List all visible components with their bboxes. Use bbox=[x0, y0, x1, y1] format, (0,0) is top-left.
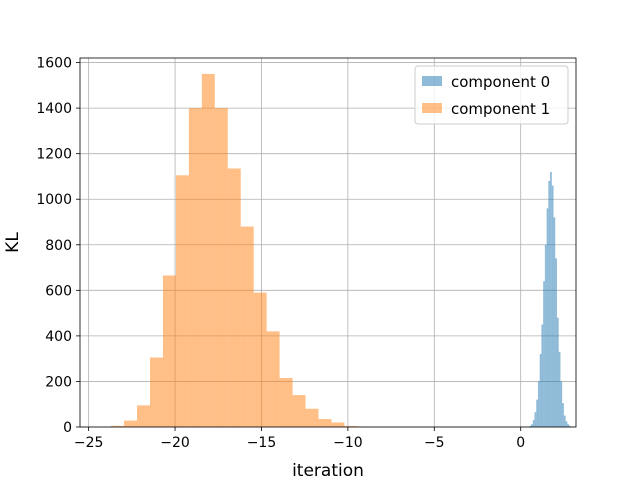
histogram-bar-series-0 bbox=[560, 381, 563, 427]
y-axis-label: KL bbox=[3, 232, 23, 253]
histogram-bar-series-1 bbox=[331, 422, 345, 427]
histogram-bar-series-0 bbox=[562, 403, 564, 427]
histogram-bar-series-0 bbox=[529, 425, 532, 427]
histogram-bar-series-0 bbox=[531, 424, 533, 427]
y-tick-label: 400 bbox=[45, 329, 72, 345]
histogram-bar-series-1 bbox=[214, 108, 228, 427]
histogram-bar-series-1 bbox=[227, 168, 241, 427]
axes bbox=[76, 57, 577, 431]
legend: component 0 component 1 bbox=[414, 65, 569, 125]
histogram-bar-series-0 bbox=[543, 281, 545, 427]
histogram-bar-series-0 bbox=[551, 185, 554, 427]
histogram-bar-series-0 bbox=[537, 381, 540, 427]
histogram-bar-series-0 bbox=[555, 258, 557, 427]
y-tick-label: 1200 bbox=[36, 147, 72, 163]
histogram-bar-series-0 bbox=[565, 421, 568, 427]
histogram-bar-series-0 bbox=[563, 415, 566, 427]
legend-swatch bbox=[422, 76, 442, 86]
histogram-bar-series-0 bbox=[553, 217, 556, 427]
y-tick-label: 600 bbox=[45, 283, 72, 299]
x-tick-label: −10 bbox=[333, 435, 363, 451]
x-axis-label: iteration bbox=[292, 461, 364, 480]
histogram-bar-series-0 bbox=[541, 324, 544, 427]
histogram-bar-series-1 bbox=[124, 420, 138, 427]
histogram-bar-series-0 bbox=[567, 424, 570, 427]
x-tick-label: −20 bbox=[160, 435, 190, 451]
legend-swatch bbox=[422, 103, 442, 113]
tick-labels: −25 −20 −15 −10 −5 0 0 200 400 600 800 1000 1200 1400… bbox=[36, 56, 525, 451]
histogram-bar-series-1 bbox=[201, 73, 215, 427]
x-tick-label: −15 bbox=[247, 435, 277, 451]
y-tick-label: 800 bbox=[45, 238, 72, 254]
histogram-bar-series-0 bbox=[558, 351, 561, 427]
histogram-bar-series-1 bbox=[188, 108, 202, 427]
histogram-bar-series-0 bbox=[556, 317, 559, 427]
histogram-bar-series-1 bbox=[266, 331, 280, 427]
histogram-bar-series-0 bbox=[539, 354, 542, 427]
histogram-bar-series-1 bbox=[149, 357, 163, 427]
histogram-bar-series-0 bbox=[548, 181, 551, 427]
histogram-bar-series-0 bbox=[550, 171, 552, 427]
histogram-bar-series-1 bbox=[111, 425, 125, 427]
y-tick-label: 200 bbox=[45, 374, 72, 390]
histogram-bar-series-1 bbox=[240, 226, 254, 427]
x-tick-label: 0 bbox=[516, 435, 525, 451]
histogram-bar-series-1 bbox=[175, 175, 189, 427]
y-tick-label: 1400 bbox=[36, 101, 72, 117]
histogram-bar-series-0 bbox=[534, 412, 537, 427]
histogram-bar-series-1 bbox=[344, 426, 358, 427]
histogram-bar-series-0 bbox=[536, 399, 538, 427]
histogram-bar-series-1 bbox=[253, 292, 267, 427]
histogram-bar-series-0 bbox=[544, 244, 547, 427]
histogram-bar-series-1 bbox=[162, 275, 176, 427]
histogram-bar-series-1 bbox=[292, 395, 306, 427]
y-tick-label: 0 bbox=[63, 420, 72, 436]
histogram-bar-series-1 bbox=[305, 408, 319, 427]
histogram-bar-series-0 bbox=[569, 425, 571, 427]
y-tick-label: 1600 bbox=[36, 56, 72, 72]
histogram-bar-series-1 bbox=[137, 405, 150, 427]
histogram-bar-series-1 bbox=[279, 378, 293, 427]
legend-label: component 1 bbox=[451, 100, 550, 118]
y-tick-label: 1000 bbox=[36, 192, 72, 208]
histogram-bar-series-1 bbox=[318, 419, 332, 427]
legend-box bbox=[414, 65, 569, 125]
histogram-bars bbox=[111, 73, 571, 427]
x-tick-label: −25 bbox=[74, 435, 104, 451]
legend-label: component 0 bbox=[451, 73, 550, 91]
x-tick-label: −5 bbox=[424, 435, 445, 451]
plot-frame bbox=[79, 57, 577, 428]
histogram-bar-series-0 bbox=[546, 208, 549, 427]
histogram-bar-series-0 bbox=[532, 420, 535, 427]
